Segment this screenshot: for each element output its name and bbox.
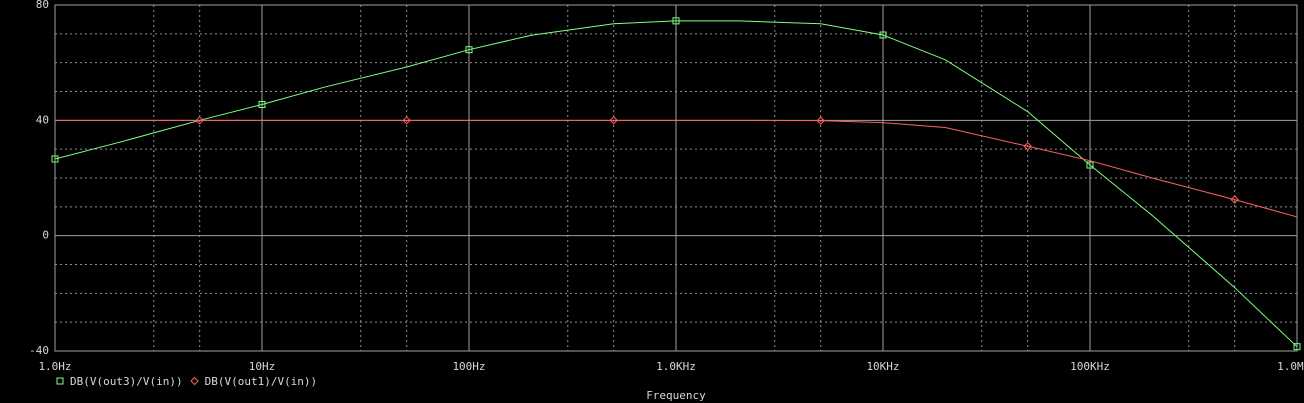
x-tick-label: 100KHz [1070,360,1110,373]
marker [672,17,680,25]
series-line [55,119,1298,218]
y-tick-label: -40 [29,344,49,357]
x-axis-label: Frequency [646,389,706,402]
y-tick-label: 0 [42,229,49,242]
marker [258,100,266,108]
x-tick-label: 10KHz [866,360,899,373]
x-tick-label: 1.0KHz [656,360,696,373]
marker [190,376,199,386]
marker [1086,161,1094,169]
legend-label: DB(V(out1)/V(in)) [205,375,318,388]
marker [609,116,618,125]
marker [51,155,59,163]
x-tick-label: 10Hz [249,360,276,373]
x-tick-label: 1.0Hz [38,360,71,373]
marker [816,116,825,125]
marker [879,31,887,39]
x-tick-label: 100Hz [452,360,485,373]
y-tick-label: 80 [36,0,49,11]
marker [1293,343,1301,351]
marker [1023,142,1032,151]
marker [195,116,204,125]
plot-frame [54,4,1298,352]
marker [56,377,64,385]
y-tick-label: 40 [36,113,49,126]
series-line [54,20,1298,348]
marker [465,46,473,54]
legend-label: DB(V(out3)/V(in)) [70,375,183,388]
marker [402,116,411,125]
x-tick-label: 1.0MHz [1277,360,1304,373]
marker [1230,195,1239,204]
